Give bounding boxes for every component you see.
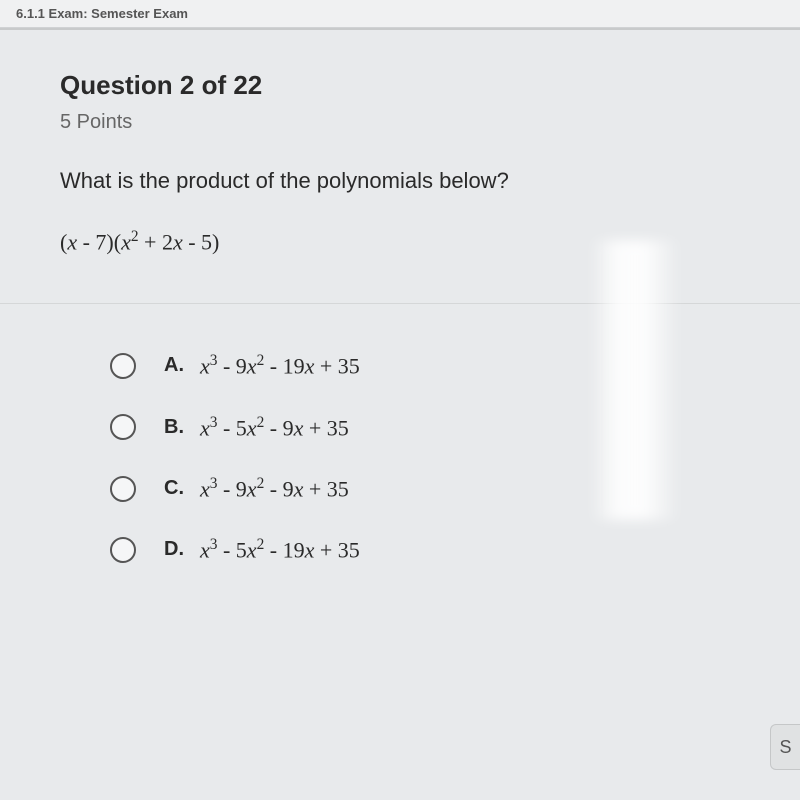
option-label: A. [164,354,188,377]
options-list: A. x3 - 9x2 - 19x + 35 B. x3 - 5x2 - 9x … [60,352,740,563]
question-points: 5 Points [60,111,740,134]
submit-label: S [779,737,791,758]
question-header: Question 2 of 22 [60,70,740,101]
option-c[interactable]: C. x3 - 9x2 - 9x + 35 [110,475,740,502]
radio-icon[interactable] [110,476,136,502]
radio-icon[interactable] [110,537,136,563]
radio-icon[interactable] [110,414,136,440]
question-prompt: What is the product of the polynomials b… [60,168,740,194]
option-label: B. [164,416,188,439]
header-divider [0,28,800,30]
option-b[interactable]: B. x3 - 5x2 - 9x + 35 [110,414,740,441]
exam-title: 6.1.1 Exam: Semester Exam [16,6,188,21]
option-label: D. [164,538,188,561]
option-text: x3 - 5x2 - 9x + 35 [200,414,349,441]
option-a[interactable]: A. x3 - 9x2 - 19x + 35 [110,352,740,379]
question-expression: (x - 7)(x2 + 2x - 5) [60,228,740,255]
option-text: x3 - 9x2 - 19x + 35 [200,352,360,379]
option-text: x3 - 9x2 - 9x + 35 [200,475,349,502]
radio-icon[interactable] [110,353,136,379]
option-d[interactable]: D. x3 - 5x2 - 19x + 35 [110,536,740,563]
submit-button[interactable]: S [770,724,800,770]
option-label: C. [164,477,188,500]
section-divider [0,303,800,304]
question-content: Question 2 of 22 5 Points What is the pr… [0,70,800,564]
top-bar: 6.1.1 Exam: Semester Exam [0,0,800,28]
option-text: x3 - 5x2 - 19x + 35 [200,536,360,563]
